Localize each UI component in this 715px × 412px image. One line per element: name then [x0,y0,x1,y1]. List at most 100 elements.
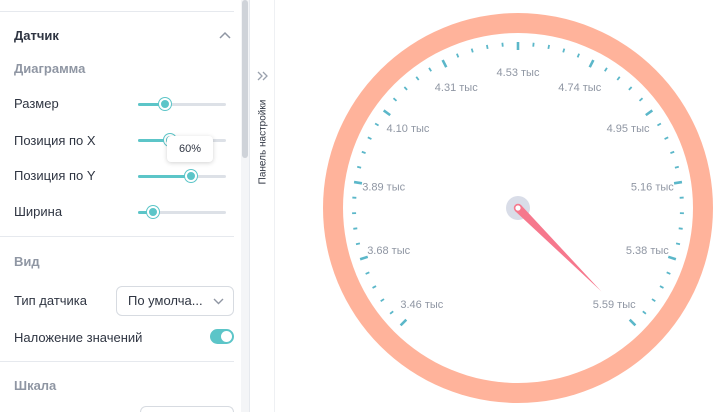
settings-panel-tab[interactable]: Панель настройки [251,0,275,412]
gauge-minor-tick [670,150,675,154]
double-chevron-right-icon[interactable] [257,71,269,81]
gauge-chart: 3.46 тыс 3.68 тыс 3.89 тыс 4.10 тыс 4.31 тыс… [275,0,715,412]
gauge-type-select[interactable]: По умолча... [116,286,234,316]
gauge-major-tick [645,109,654,117]
gauge-minor-tick [356,165,362,169]
gauge-minor-tick [392,97,398,102]
slider-track [138,211,226,214]
overlay-values-toggle[interactable] [210,329,234,344]
gauge-scale-label: 3.68 тыс [367,245,410,257]
slider-track [138,103,226,106]
gauge-major-tick [353,180,363,185]
gauge-minor-tick [428,67,432,72]
gauge-scale-label: 4.53 тыс [497,67,540,79]
gauge-minor-tick [365,271,370,275]
slider-fill [138,103,166,106]
gauge-minor-tick [674,165,680,169]
gauge-minor-tick [547,44,550,50]
gauge-scale-label: 5.38 тыс [626,245,669,257]
gauge-minor-tick [470,48,474,53]
gauge-minor-tick [389,310,394,315]
slider-fill [138,211,153,214]
width-label: Ширина [14,204,63,219]
position-y-label: Позиция по Y [14,168,96,183]
gauge-minor-tick [651,298,656,303]
gauge-labels: 3.46 тыс 3.68 тыс 3.89 тыс 4.10 тыс 4.31 тыс… [362,67,674,311]
gauge-minor-tick [353,227,358,230]
gauge-scale-label: 4.31 тыс [435,82,478,94]
position-y-slider[interactable] [138,170,226,182]
needle-pivot [513,203,523,213]
toggle-knob [221,331,232,342]
gauge-minor-tick [403,86,408,91]
subsection-title-view: Вид [14,254,40,269]
overlay-values-label: Наложение значений [14,330,143,345]
gauge-ticks [352,42,684,327]
width-slider[interactable] [138,206,226,218]
gauge-minor-tick [355,242,361,246]
gauge-major-tick [399,318,408,327]
subsection-title-scale: Шкала [14,378,57,393]
slider-thumb[interactable] [184,170,197,182]
gauge-minor-tick [666,271,671,275]
gauge-minor-tick [659,285,664,289]
gauge-type-label: Тип датчика [14,293,88,308]
slider-value-tooltip: 60% [167,136,213,162]
gauge-minor-tick [642,310,647,315]
scrollbar-thumb[interactable] [242,0,248,158]
gauge-svg: 3.46 тыс 3.68 тыс 3.89 тыс 4.10 тыс 4.31 тыс… [323,13,713,403]
gauge-minor-tick [604,67,608,72]
gauge-scale-label: 4.10 тыс [387,123,430,135]
gauge-minor-tick [678,227,683,230]
gauge-minor-tick [374,122,380,127]
gauge-minor-tick [675,242,681,246]
gauge-minor-tick [562,48,566,53]
settings-panel-tab-label: Панель настройки [257,99,269,185]
gauge-minor-tick [456,53,460,58]
gauge-minor-tick [664,136,669,140]
slider-thumb[interactable] [146,206,159,218]
gauge-minor-tick [576,53,580,58]
size-label: Размер [14,96,59,111]
panel-scrollbar[interactable] [241,0,249,412]
gauge-major-tick [628,318,637,327]
gauge-minor-tick [367,136,372,140]
gauge-minor-tick [656,122,662,127]
gauge-minor-tick [415,76,420,81]
gauge-minor-tick [361,150,366,154]
gauge-minor-tick [380,298,385,303]
slider-thumb[interactable] [159,98,172,110]
subsection-title-diagram: Диаграмма [14,61,86,76]
gauge-needle [515,205,602,292]
gauge-scale-label: 4.74 тыс [558,82,601,94]
section-title-gauge: Датчик [14,28,59,43]
gauge-major-tick [382,109,391,117]
gauge-major-tick [359,255,369,261]
slider-fill [138,175,191,178]
gauge-minor-tick [486,44,489,50]
divider [0,361,234,362]
gauge-scale-label: 5.59 тыс [593,299,636,311]
gauge-major-tick [667,255,677,261]
settings-panel: Датчик Диаграмма Размер Позиция по X Поз… [0,0,250,412]
gauge-major-tick [441,59,448,68]
divider [0,236,234,237]
gauge-minor-tick [628,86,633,91]
gauge-major-tick [588,59,595,68]
gauge-scale-label: 5.16 тыс [631,182,674,194]
position-x-label: Позиция по X [14,133,96,148]
gauge-scale-label: 4.95 тыс [607,123,650,135]
gauge-scale-label: 3.89 тыс [362,182,405,194]
gauge-type-value: По умолча... [128,293,203,308]
slider-fill [138,139,170,142]
gauge-scale-label: 3.46 тыс [400,299,443,311]
scale-input[interactable] [140,406,234,412]
gauge-minor-tick [372,285,377,289]
gauge-major-tick [673,180,683,185]
divider [0,11,234,12]
gauge-minor-tick [638,97,644,102]
chevron-down-icon [213,298,224,305]
chevron-up-icon[interactable] [218,30,232,40]
size-slider[interactable] [138,98,226,110]
gauge-minor-tick [616,76,621,81]
